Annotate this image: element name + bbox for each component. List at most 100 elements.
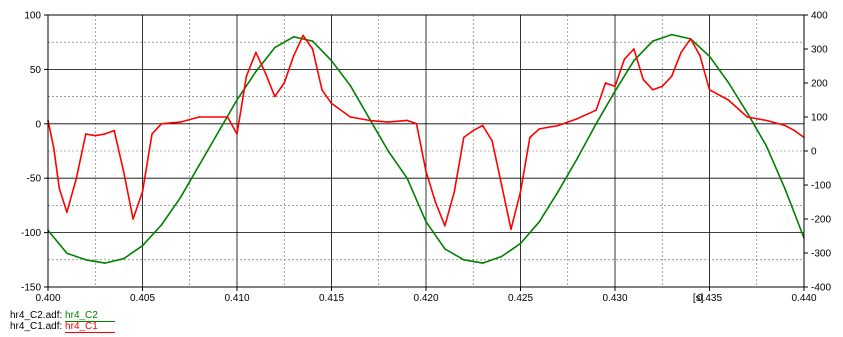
series-point-hr4_C2 <box>595 123 597 125</box>
series-point-hr4_C2 <box>727 81 730 84</box>
series-point-hr4_C1 <box>66 211 68 213</box>
y-right-tick-label: -300 <box>811 249 831 260</box>
series-point-hr4_C2 <box>670 33 673 36</box>
y-right-tick-label: 200 <box>811 79 828 90</box>
series-point-hr4_C1 <box>784 124 786 127</box>
series-point-hr4_C1 <box>793 129 796 132</box>
series-point-hr4_C1 <box>689 38 692 40</box>
y-right-tick-label: -400 <box>811 283 831 294</box>
series-point-hr4_C1 <box>264 72 267 74</box>
series-point-hr4_C1 <box>58 187 61 190</box>
series-point-hr4_C1 <box>236 133 238 135</box>
series-point-hr4_C1 <box>538 128 541 130</box>
series-point-hr4_C1 <box>311 48 314 50</box>
series-point-hr4_C1 <box>595 109 597 111</box>
series-point-hr4_C1 <box>226 116 229 118</box>
series-point-hr4_C2 <box>444 248 446 250</box>
series-point-hr4_C1 <box>614 85 616 88</box>
series-point-hr4_C1 <box>453 191 456 193</box>
series-point-hr4_C2 <box>406 177 408 179</box>
series-point-hr4_C2 <box>765 144 767 147</box>
series-point-hr4_C1 <box>151 133 153 135</box>
series-point-hr4_C1 <box>727 99 730 101</box>
x-unit-label: [s] <box>693 293 704 304</box>
series-point-hr4_C1 <box>406 119 408 122</box>
series-point-hr4_C1 <box>746 116 749 118</box>
series-point-hr4_C2 <box>274 46 276 49</box>
series-line-hr4_C1 <box>47 34 805 230</box>
series-point-hr4_C2 <box>330 59 333 62</box>
series-point-hr4_C2 <box>311 40 314 42</box>
series-point-hr4_C2 <box>122 257 125 260</box>
series-point-hr4_C1 <box>642 78 645 81</box>
y-right-tick-label: 400 <box>811 11 828 22</box>
tick-labels: 0.400 0.405 0.410 0.415 0.420 0.425 0.430 0.435… <box>21 11 831 305</box>
series-point-hr4_C2 <box>255 70 257 73</box>
series-point-hr4_C2 <box>368 117 371 120</box>
y-left-tick-label: -100 <box>21 228 41 239</box>
series-point-hr4_C2 <box>500 255 503 258</box>
series-point-hr4_C2 <box>179 197 182 199</box>
x-tick-label: 0.415 <box>319 293 344 304</box>
series-point-hr4_C2 <box>425 220 427 223</box>
series-point-hr4_C2 <box>349 84 352 87</box>
series-point-hr4_C1 <box>529 136 531 139</box>
series-point-hr4_C2 <box>463 259 465 261</box>
x-tick-label: 0.425 <box>508 293 533 304</box>
legend-file-2: hr4_C1.adf: <box>10 321 63 332</box>
series-point-hr4_C1 <box>680 51 682 54</box>
series-point-hr4_C1 <box>425 170 427 173</box>
series-point-hr4_C1 <box>113 129 115 132</box>
series-point-hr4_C2 <box>236 99 238 101</box>
legend-series-2: hr4_C1 <box>65 321 116 333</box>
series-point-hr4_C1 <box>132 218 134 220</box>
series-point-hr4_C1 <box>368 119 371 122</box>
series-point-hr4_C2 <box>784 188 786 190</box>
x-tick-label: 0.420 <box>413 293 438 304</box>
series-point-hr4_C1 <box>122 170 125 173</box>
series-point-hr4_C2 <box>103 262 106 264</box>
series-point-hr4_C1 <box>274 95 276 98</box>
series-point-hr4_C2 <box>85 259 87 261</box>
y-right-tick-label: 0 <box>811 147 817 158</box>
series-point-hr4_C2 <box>160 224 163 226</box>
series-point-hr4_C2 <box>538 220 541 223</box>
series-point-hr4_C1 <box>198 116 200 118</box>
series-point-hr4_C1 <box>245 75 248 77</box>
series-point-hr4_C1 <box>510 228 512 230</box>
y-left-tick-label: -150 <box>21 283 41 294</box>
x-tick-label: 0.405 <box>130 293 155 304</box>
series-point-hr4_C1 <box>160 123 163 125</box>
series-point-hr4_C1 <box>670 75 673 77</box>
series-point-hr4_C2 <box>292 36 295 38</box>
series-point-hr4_C1 <box>491 140 493 142</box>
series-point-hr4_C1 <box>103 133 106 135</box>
series-point-hr4_C1 <box>699 55 701 57</box>
series-point-hr4_C1 <box>321 89 323 91</box>
series-point-hr4_C1 <box>75 177 78 179</box>
series-point-hr4_C1 <box>708 89 711 91</box>
series-point-hr4_C2 <box>557 190 560 193</box>
series-point-hr4_C1 <box>576 117 578 120</box>
series-point-hr4_C1 <box>349 116 352 118</box>
legend-file-1: hr4_C2.adf: <box>10 310 63 321</box>
series-point-hr4_C1 <box>604 82 607 84</box>
series-point-hr4_C2 <box>519 242 522 245</box>
series-point-hr4_C1 <box>415 123 418 125</box>
series-point-hr4_C2 <box>481 262 484 264</box>
x-tick-label: 0.435 <box>697 293 722 304</box>
series-point-hr4_C1 <box>765 119 767 122</box>
series-point-hr4_C1 <box>330 102 333 105</box>
series-point-hr4_C2 <box>614 90 616 92</box>
series-point-hr4_C1 <box>633 48 635 50</box>
y-left-tick-label: 100 <box>24 11 41 22</box>
series-point-hr4_C1 <box>141 191 144 193</box>
series-point-hr4_C1 <box>500 184 503 186</box>
y-right-tick-label: -200 <box>811 215 831 226</box>
series-point-hr4_C2 <box>66 252 68 255</box>
series-point-hr4_C2 <box>217 131 219 134</box>
y-left-tick-label: -50 <box>27 174 42 185</box>
series-point-hr4_C2 <box>746 112 749 114</box>
